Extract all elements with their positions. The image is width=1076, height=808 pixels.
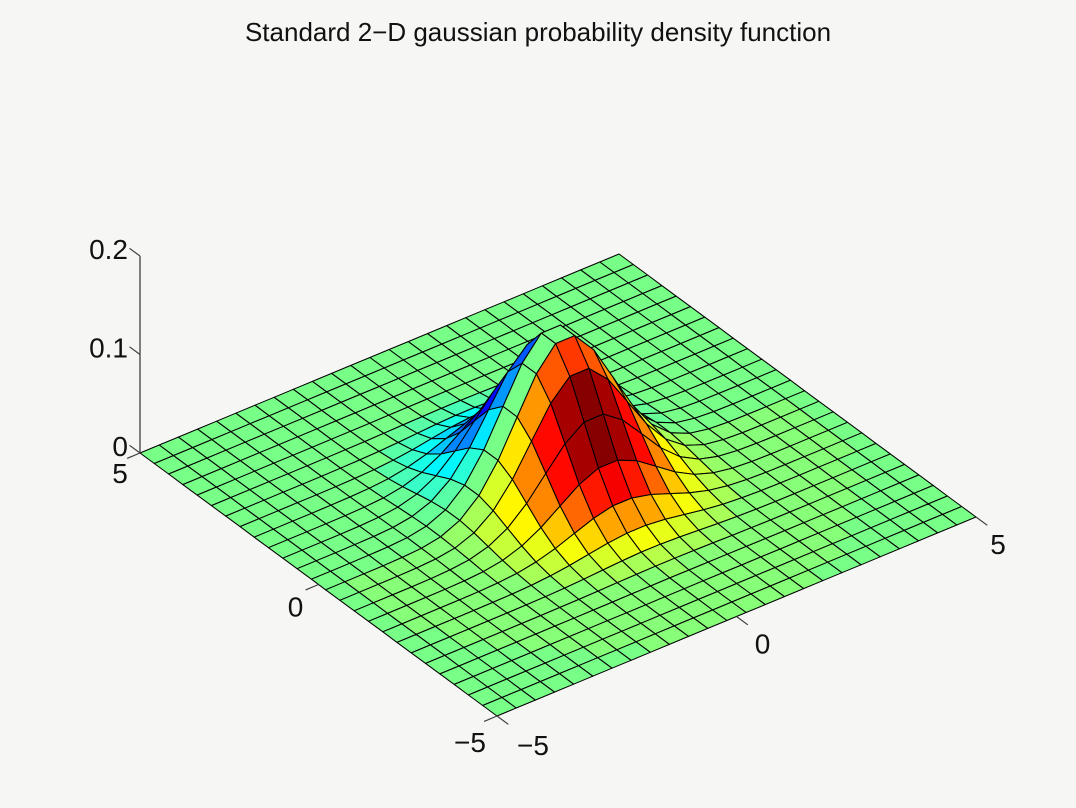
x-tick-label: 5 bbox=[990, 529, 1006, 560]
x-axis-ticks: −5 0 5 bbox=[496, 516, 1006, 761]
gaussian-surface-mesh bbox=[139, 253, 977, 717]
y-tick bbox=[483, 715, 498, 722]
y-axis-ticks: 5 0 −5 bbox=[112, 452, 498, 758]
y-tick-label: 0 bbox=[288, 592, 304, 623]
z-tick-label: 0.1 bbox=[89, 333, 128, 364]
z-tick bbox=[129, 444, 141, 454]
y-tick bbox=[305, 583, 319, 591]
z-axis: 0 0.1 0.2 bbox=[89, 234, 141, 462]
x-tick bbox=[736, 616, 749, 626]
z-tick bbox=[129, 346, 141, 355]
x-tick bbox=[975, 516, 988, 526]
z-tick bbox=[129, 247, 141, 257]
z-tick-label: 0 bbox=[112, 431, 128, 462]
chart-title: Standard 2−D gaussian probability densit… bbox=[244, 17, 832, 47]
x-tick-label: 0 bbox=[755, 629, 771, 660]
surface-face bbox=[482, 696, 517, 717]
y-tick-label: 5 bbox=[112, 458, 128, 489]
y-tick-label: −5 bbox=[454, 727, 486, 758]
x-tick bbox=[496, 715, 509, 725]
z-tick-label: 0.2 bbox=[89, 234, 128, 265]
x-tick-label: −5 bbox=[517, 730, 549, 761]
y-tick bbox=[126, 452, 141, 459]
